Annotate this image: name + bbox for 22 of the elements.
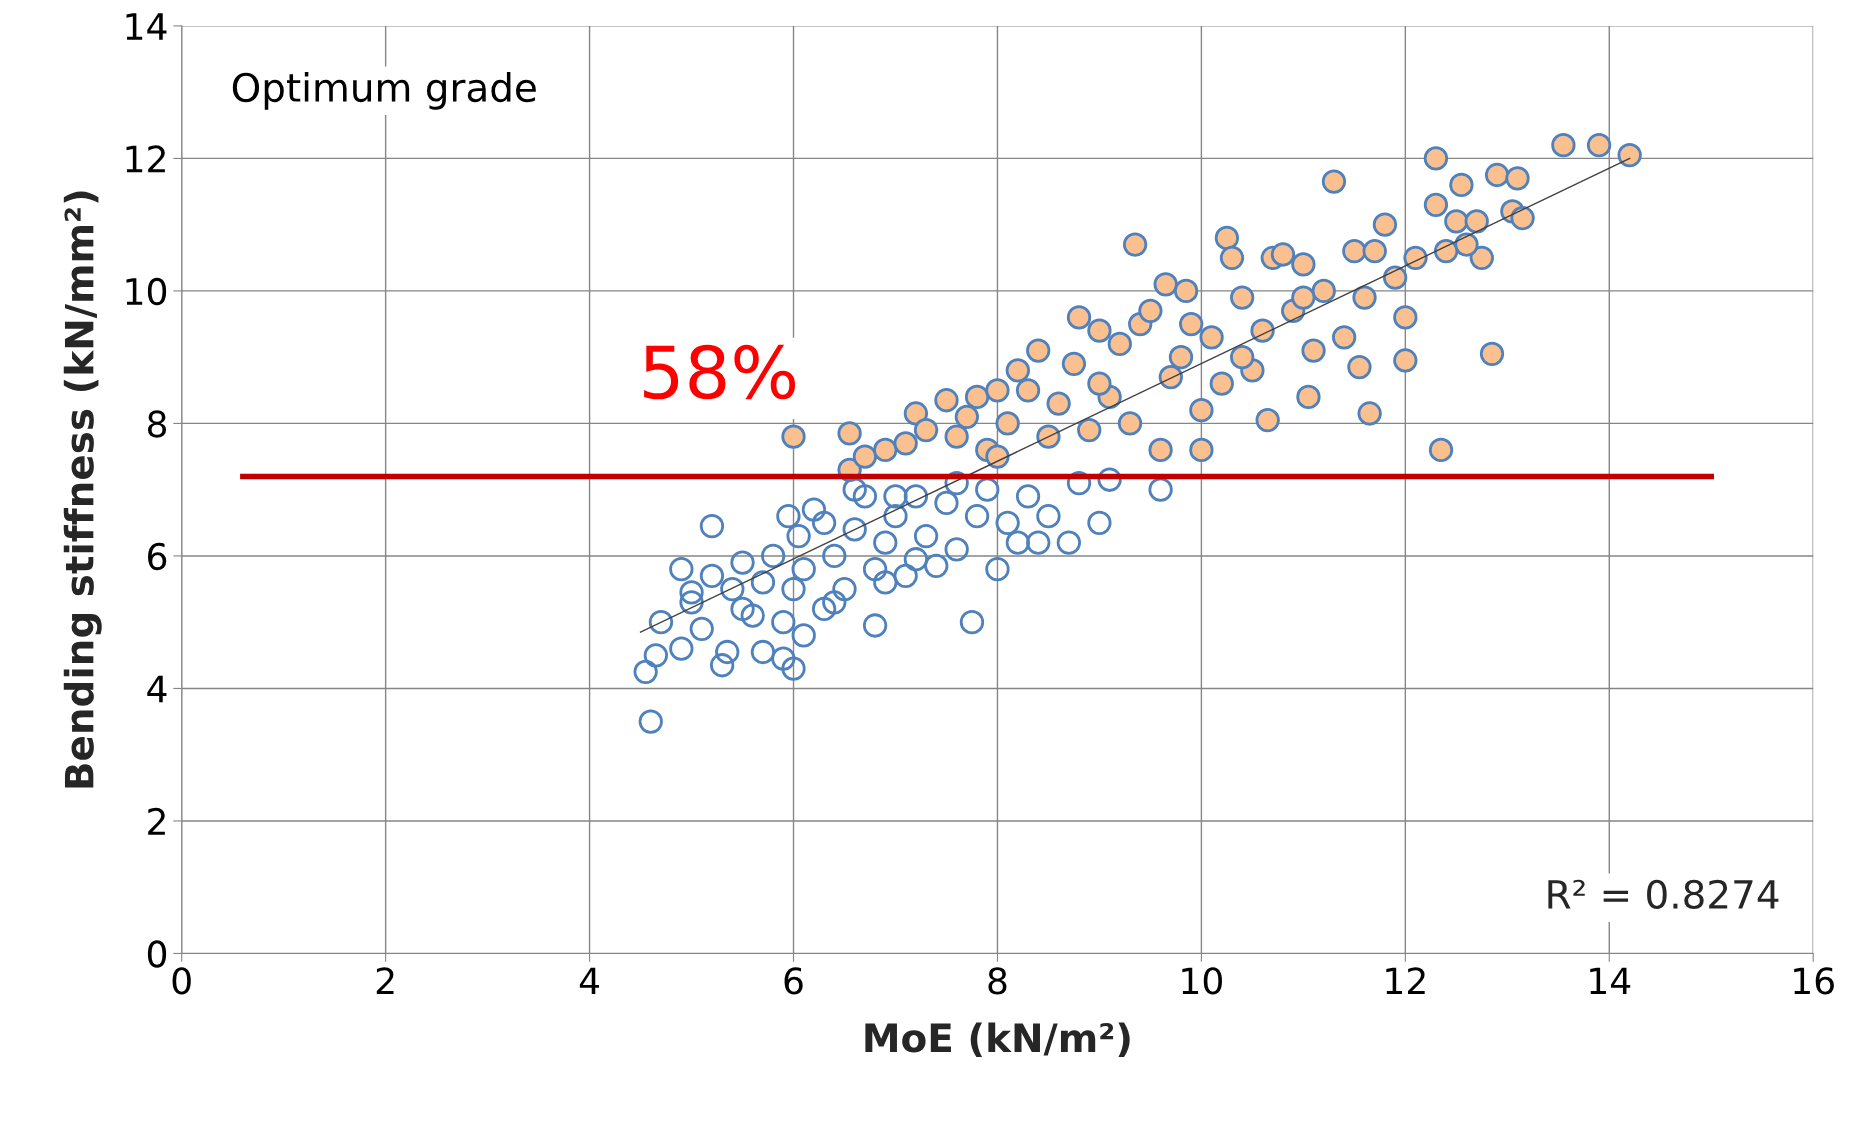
y-tick-label: 14 (126, 13, 167, 40)
y-tick-label: 12 (126, 145, 165, 173)
y-tick-label: 0 (147, 940, 167, 968)
x-tick-label: 16 (1794, 967, 1834, 995)
annotation: Optimum grade (232, 72, 536, 110)
y-tick-label: 6 (148, 542, 167, 571)
annotation: R² = 0.8274 (1548, 879, 1779, 910)
x-tick-label: 8 (988, 967, 1007, 995)
x-tick-label: 12 (1386, 967, 1425, 995)
y-tick-label: 8 (147, 410, 167, 438)
x-tick-label: 0 (172, 967, 191, 995)
x-tick-label: 2 (376, 967, 394, 995)
y-axis-title: Bending stiffness (kN/mm²) (63, 191, 102, 788)
y-tick-label: 2 (148, 807, 165, 835)
annotation: 58% (644, 344, 796, 400)
y-tick-label: 10 (126, 277, 167, 306)
x-axis-title: MoE (kN/m²) (865, 1022, 1130, 1058)
x-tick-label: 4 (579, 967, 600, 995)
y-tick-label: 4 (147, 675, 167, 703)
x-tick-label: 6 (784, 967, 803, 995)
x-tick-label: 10 (1182, 967, 1222, 995)
x-tick-label: 14 (1590, 967, 1631, 995)
